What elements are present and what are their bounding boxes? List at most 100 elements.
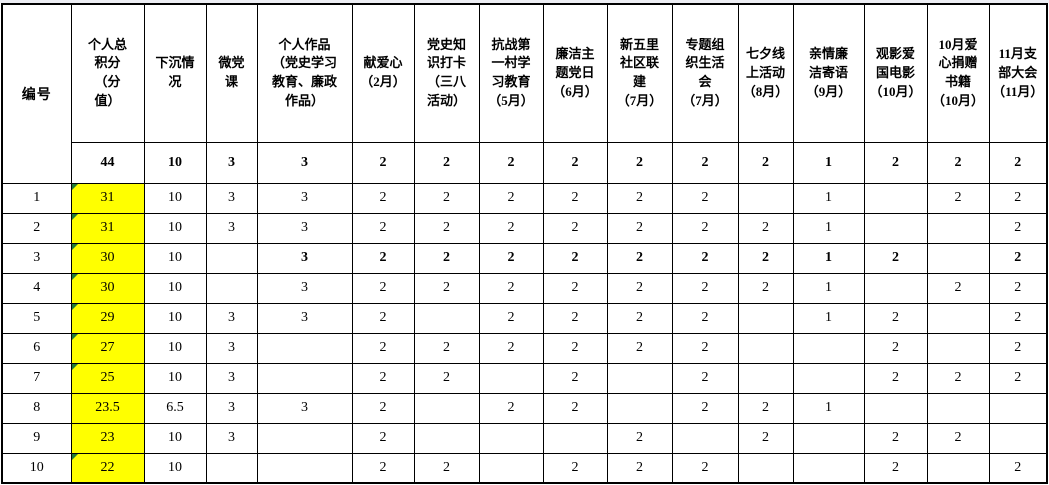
max-score-cell[interactable]: 1: [792, 141, 865, 184]
score-cell[interactable]: 2: [926, 362, 990, 394]
score-cell[interactable]: 2: [737, 212, 794, 244]
score-cell[interactable]: 2: [671, 212, 739, 244]
score-cell[interactable]: [205, 452, 258, 484]
score-cell[interactable]: 10: [143, 422, 207, 454]
score-cell[interactable]: 2: [737, 242, 794, 274]
score-cell[interactable]: 2: [737, 272, 794, 304]
score-cell[interactable]: [256, 332, 353, 364]
score-cell[interactable]: 10: [143, 182, 207, 214]
total-score-cell[interactable]: 22: [70, 452, 145, 484]
score-cell[interactable]: 3: [205, 362, 258, 394]
total-score-cell[interactable]: 23: [70, 422, 145, 454]
column-header-cell[interactable]: 11月支 部大会 （11月）: [988, 3, 1048, 143]
score-cell[interactable]: 10: [143, 452, 207, 484]
score-cell[interactable]: 2: [737, 422, 794, 454]
score-cell[interactable]: 2: [413, 182, 480, 214]
score-cell[interactable]: [792, 422, 865, 454]
max-score-cell[interactable]: 10: [143, 141, 207, 184]
score-cell[interactable]: 1: [792, 272, 865, 304]
score-cell[interactable]: 2: [478, 242, 544, 274]
score-cell[interactable]: [988, 422, 1048, 454]
score-cell[interactable]: 3: [256, 182, 353, 214]
score-cell[interactable]: 2: [671, 242, 739, 274]
score-cell[interactable]: 3: [205, 392, 258, 424]
column-header-cell[interactable]: 献爱心 （2月）: [351, 3, 415, 143]
score-cell[interactable]: 10: [143, 242, 207, 274]
score-cell[interactable]: 10: [143, 332, 207, 364]
score-cell[interactable]: [256, 452, 353, 484]
score-cell[interactable]: 2: [351, 332, 415, 364]
score-cell[interactable]: 2: [606, 452, 673, 484]
score-cell[interactable]: 2: [606, 242, 673, 274]
total-score-cell[interactable]: 30: [70, 242, 145, 274]
score-cell[interactable]: 2: [606, 332, 673, 364]
score-cell[interactable]: [926, 242, 990, 274]
score-cell[interactable]: [205, 242, 258, 274]
score-cell[interactable]: 2: [671, 332, 739, 364]
score-cell[interactable]: 10: [143, 362, 207, 394]
score-cell[interactable]: 2: [413, 452, 480, 484]
score-cell[interactable]: 2: [926, 272, 990, 304]
score-cell[interactable]: [413, 302, 480, 334]
row-number-cell[interactable]: 9: [1, 422, 72, 454]
score-cell[interactable]: [988, 392, 1048, 424]
column-header-cell[interactable]: 下沉情 况: [143, 3, 207, 143]
score-cell[interactable]: 2: [413, 332, 480, 364]
column-header-cell[interactable]: 个人总 积分 （分 值）: [70, 3, 145, 143]
score-cell[interactable]: 2: [863, 422, 928, 454]
row-number-cell[interactable]: 7: [1, 362, 72, 394]
total-score-cell[interactable]: 30: [70, 272, 145, 304]
score-cell[interactable]: [671, 422, 739, 454]
score-cell[interactable]: 2: [542, 392, 608, 424]
score-cell[interactable]: 2: [606, 182, 673, 214]
score-cell[interactable]: 2: [478, 332, 544, 364]
row-id-header-cell[interactable]: 编号: [1, 3, 72, 184]
score-cell[interactable]: [737, 332, 794, 364]
score-cell[interactable]: 3: [256, 302, 353, 334]
score-cell[interactable]: [863, 182, 928, 214]
max-score-cell[interactable]: 2: [988, 141, 1048, 184]
score-cell[interactable]: 2: [606, 272, 673, 304]
score-cell[interactable]: 1: [792, 212, 865, 244]
score-cell[interactable]: 2: [863, 242, 928, 274]
score-cell[interactable]: 2: [478, 212, 544, 244]
score-cell[interactable]: 2: [863, 332, 928, 364]
score-cell[interactable]: 3: [205, 212, 258, 244]
column-header-cell[interactable]: 党史知 识打卡 （三八 活动）: [413, 3, 480, 143]
score-cell[interactable]: 3: [256, 242, 353, 274]
score-cell[interactable]: [863, 392, 928, 424]
total-score-cell[interactable]: 31: [70, 182, 145, 214]
score-cell[interactable]: [413, 422, 480, 454]
score-cell[interactable]: 10: [143, 302, 207, 334]
score-cell[interactable]: 2: [542, 302, 608, 334]
row-number-cell[interactable]: 8: [1, 392, 72, 424]
row-number-cell[interactable]: 3: [1, 242, 72, 274]
score-cell[interactable]: 2: [926, 182, 990, 214]
score-cell[interactable]: [478, 452, 544, 484]
score-cell[interactable]: 2: [863, 452, 928, 484]
score-cell[interactable]: 2: [671, 362, 739, 394]
row-number-cell[interactable]: 4: [1, 272, 72, 304]
column-header-cell[interactable]: 廉洁主 题党日 （6月）: [542, 3, 608, 143]
max-score-cell[interactable]: 2: [351, 141, 415, 184]
total-score-cell[interactable]: 27: [70, 332, 145, 364]
score-cell[interactable]: [256, 422, 353, 454]
column-header-cell[interactable]: 个人作品 （党史学习 教育、廉政 作品）: [256, 3, 353, 143]
score-cell[interactable]: 2: [671, 302, 739, 334]
score-cell[interactable]: [478, 362, 544, 394]
score-cell[interactable]: [792, 332, 865, 364]
score-cell[interactable]: 1: [792, 392, 865, 424]
score-cell[interactable]: 2: [478, 182, 544, 214]
score-cell[interactable]: 2: [478, 272, 544, 304]
column-header-cell[interactable]: 专题组 织生活 会 （7月）: [671, 3, 739, 143]
score-cell[interactable]: 2: [413, 242, 480, 274]
score-cell[interactable]: 2: [988, 272, 1048, 304]
max-score-cell[interactable]: 2: [671, 141, 739, 184]
column-header-cell[interactable]: 七夕线 上活动 （8月）: [737, 3, 794, 143]
score-cell[interactable]: [863, 212, 928, 244]
score-cell[interactable]: [926, 332, 990, 364]
score-cell[interactable]: 2: [351, 392, 415, 424]
score-cell[interactable]: [606, 392, 673, 424]
score-cell[interactable]: 3: [205, 332, 258, 364]
max-score-cell[interactable]: 3: [256, 141, 353, 184]
